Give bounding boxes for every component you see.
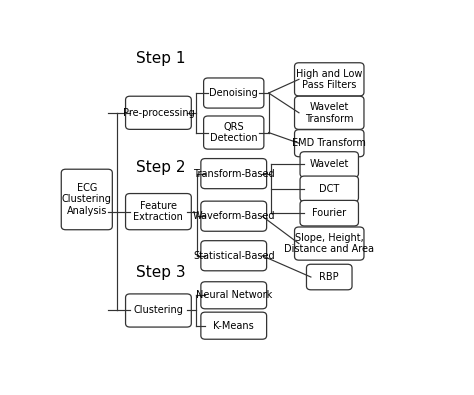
Text: Slope, Height,
Distance and Area: Slope, Height, Distance and Area <box>284 233 374 254</box>
FancyBboxPatch shape <box>201 241 266 271</box>
FancyBboxPatch shape <box>201 282 266 309</box>
Text: High and Low
Pass Filters: High and Low Pass Filters <box>296 69 363 90</box>
Text: Clustering: Clustering <box>134 305 183 316</box>
FancyBboxPatch shape <box>204 78 264 108</box>
Text: Neural Network: Neural Network <box>196 290 272 300</box>
FancyBboxPatch shape <box>294 227 364 260</box>
Text: Step 3: Step 3 <box>137 265 186 280</box>
FancyBboxPatch shape <box>300 176 358 201</box>
Text: K-Means: K-Means <box>213 321 254 331</box>
FancyBboxPatch shape <box>294 63 364 96</box>
FancyBboxPatch shape <box>201 201 266 231</box>
FancyBboxPatch shape <box>126 96 191 130</box>
FancyBboxPatch shape <box>61 169 112 230</box>
Text: Wavelet
Transform: Wavelet Transform <box>305 102 354 124</box>
FancyBboxPatch shape <box>294 96 364 130</box>
FancyBboxPatch shape <box>204 116 264 149</box>
Text: Statistical-Based: Statistical-Based <box>193 251 274 261</box>
Text: RBP: RBP <box>319 272 339 282</box>
Text: Pre-processing: Pre-processing <box>123 108 194 118</box>
Text: EMD Transform: EMD Transform <box>292 138 366 148</box>
Text: DCT: DCT <box>319 184 339 194</box>
Text: Fourier: Fourier <box>312 208 346 218</box>
Text: Wavelet: Wavelet <box>310 160 349 169</box>
FancyBboxPatch shape <box>201 312 266 339</box>
FancyBboxPatch shape <box>300 200 358 226</box>
FancyBboxPatch shape <box>294 130 364 157</box>
FancyBboxPatch shape <box>307 264 352 290</box>
FancyBboxPatch shape <box>300 152 358 177</box>
Text: Waveform-Based: Waveform-Based <box>192 211 275 221</box>
Text: QRS
Detection: QRS Detection <box>210 122 257 143</box>
Text: ECG
Clustering
Analysis: ECG Clustering Analysis <box>62 183 112 216</box>
Text: Step 2: Step 2 <box>137 160 186 175</box>
FancyBboxPatch shape <box>126 194 191 230</box>
Text: Denoising: Denoising <box>210 88 258 98</box>
FancyBboxPatch shape <box>201 158 266 189</box>
FancyBboxPatch shape <box>126 294 191 327</box>
Text: Transform-Based: Transform-Based <box>193 169 274 179</box>
Text: Step 1: Step 1 <box>137 51 186 66</box>
Text: Feature
Extraction: Feature Extraction <box>134 201 183 222</box>
